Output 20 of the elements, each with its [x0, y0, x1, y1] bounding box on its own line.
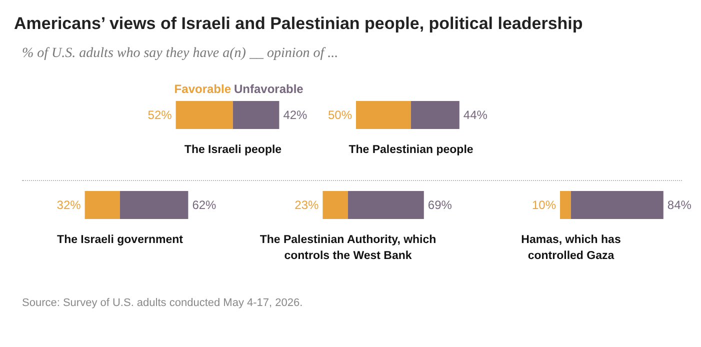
- source-note: Source: Survey of U.S. adults conducted May 4-17, 2026.: [22, 297, 303, 309]
- data-label: 32%: [56, 198, 82, 212]
- series-label: Unfavorable: [234, 82, 304, 96]
- data-label: 84%: [667, 198, 692, 212]
- x-axis-title: Hamas, which has controlled Gaza: [520, 233, 622, 264]
- data-label: 42%: [283, 108, 308, 122]
- x-axis-title: The Palestinian people: [348, 143, 474, 158]
- data-label: 44%: [463, 108, 488, 122]
- chart-subtitle: % of U.S. adults who say they have a(n) __ opinion of ...: [22, 46, 338, 62]
- data-label: 62%: [192, 198, 217, 212]
- chart-title: Americans’ views of Israeli and Palestinian people, political leadership: [14, 14, 583, 34]
- data-label: 23%: [294, 198, 320, 212]
- data-label: 52%: [148, 108, 172, 122]
- series-label: Favorable: [174, 82, 232, 96]
- x-axis-title: The Israeli government: [56, 233, 184, 248]
- data-label: 69%: [428, 198, 452, 212]
- data-label: 10%: [532, 198, 556, 212]
- x-axis-title: The Palestinian Authority, which controls the West Bank: [258, 233, 438, 264]
- x-axis-title: The Israeli people: [183, 143, 283, 158]
- data-label: 50%: [328, 108, 352, 122]
